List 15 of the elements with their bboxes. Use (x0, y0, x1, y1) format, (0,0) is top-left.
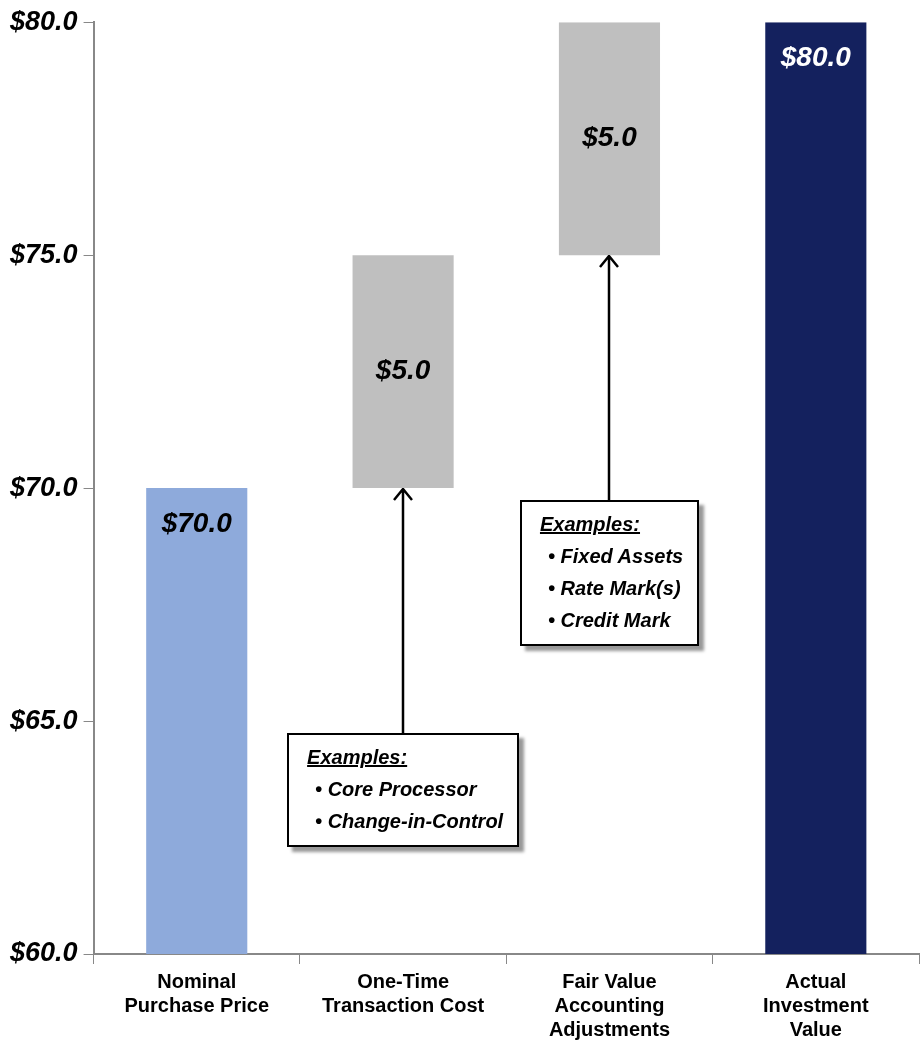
annotation: Examples: • Core Processor • Change-in-Control (307, 745, 504, 835)
data-label: $70.0 (160, 506, 233, 538)
data-label: $5.0 (374, 354, 431, 386)
y-tick-label: $65.0 (8, 704, 78, 735)
x-tick-label: Nominal Purchase Price (124, 969, 270, 1016)
x-tick-label: Fair Value Accounting Adjustments (548, 969, 671, 1040)
data-label: $80.0 (779, 40, 852, 72)
x-tick-label: One-Time Transaction Cost (321, 969, 485, 1016)
x-tick-label: Actual Investment Value (763, 969, 869, 1040)
annotation: Examples: • Fixed Assets • Rate Mark(s) • Credit Mark (539, 512, 684, 634)
y-tick-label: $75.0 (8, 238, 78, 269)
data-label: $5.0 (581, 121, 638, 153)
y-tick-label: $80.0 (8, 5, 78, 36)
y-tick-label: $60.0 (8, 937, 78, 968)
y-tick-label: $70.0 (8, 471, 78, 502)
